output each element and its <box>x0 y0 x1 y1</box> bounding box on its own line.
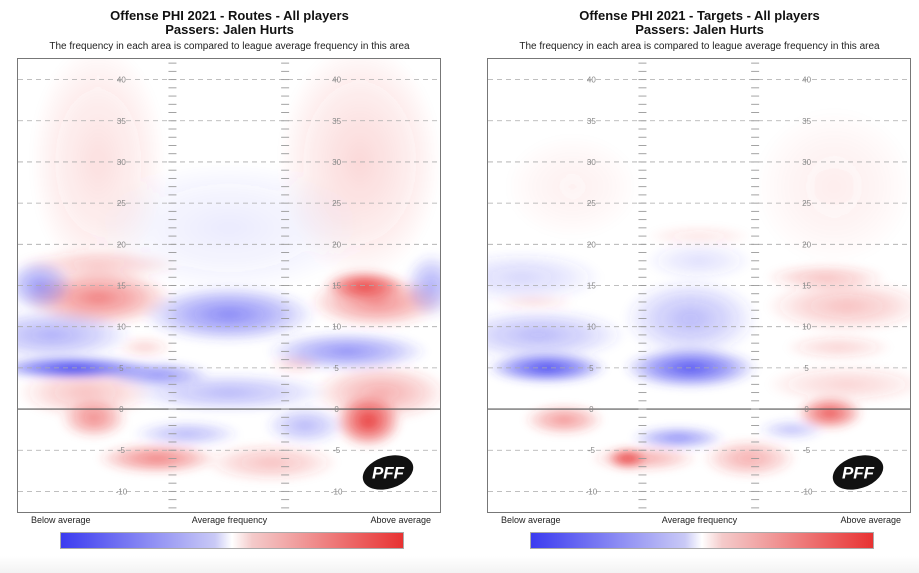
yard-label-right: 15 <box>802 282 811 291</box>
legend-below-label: Below average <box>31 515 91 525</box>
yard-label-left: -10 <box>586 487 598 496</box>
hotspot-below-average <box>488 250 603 304</box>
yard-label-right: 30 <box>802 158 811 167</box>
hotspot-below-average <box>264 405 346 446</box>
hotspot-below-average <box>127 372 331 413</box>
yard-label-left: 10 <box>587 323 596 332</box>
yard-label-left: 5 <box>589 364 594 373</box>
pff-logo: PFF <box>832 455 884 490</box>
yard-label-right: 10 <box>802 323 811 332</box>
heatmap-plot: 40 40 35 35 30 30 25 25 20 20 15 15 10 10 5 5 0 0 -5 -5 -10 -… <box>487 58 911 513</box>
yard-label-right: -10 <box>331 487 343 496</box>
yard-label-left: 40 <box>587 76 596 85</box>
yard-label-left: 20 <box>587 240 596 249</box>
targets-chart-panel: Offense PHI 2021 - Targets - All players… <box>470 0 919 573</box>
yard-label-left: 25 <box>587 199 596 208</box>
hotspot-below-average <box>623 278 759 358</box>
heatmap-field: 40 40 35 35 30 30 25 25 20 20 15 15 10 10 5 5 0 0 -5 -5 -10 -… <box>488 59 910 512</box>
yard-label-left: 20 <box>117 240 126 249</box>
yard-label-right: 5 <box>334 364 339 373</box>
legend-average-label: Average frequency <box>191 515 268 525</box>
yard-label-left: -5 <box>118 446 126 455</box>
hotspot-below-average <box>93 161 365 294</box>
hotspot-below-average <box>266 331 429 372</box>
hotspot-below-average <box>18 308 133 362</box>
yard-label-right: 35 <box>802 117 811 126</box>
yard-label-right: 10 <box>332 323 341 332</box>
yard-label-right: 0 <box>334 405 339 414</box>
hotspot-below-average <box>404 252 440 319</box>
hotspot-above-average <box>765 364 910 405</box>
yard-label-right: -5 <box>333 446 341 455</box>
legend-average-label: Average frequency <box>661 515 738 525</box>
yard-label-right: 25 <box>332 199 341 208</box>
hotspot-above-average <box>493 294 575 310</box>
chart-description: The frequency in each area is compared t… <box>519 41 880 52</box>
yard-label-right: 0 <box>804 405 809 414</box>
legend-above-label: Above average <box>370 515 431 525</box>
hotspot-above-average <box>117 336 172 358</box>
hotspot-above-average <box>753 107 910 266</box>
yard-label-left: 35 <box>117 117 126 126</box>
hotspot-below-average <box>141 285 317 344</box>
yard-label-right: 20 <box>802 240 811 249</box>
yard-label-right: -10 <box>801 487 813 496</box>
heatmap-plot: 40 40 35 35 30 30 25 25 20 20 15 15 10 10 5 5 0 0 -5 -5 -10 -… <box>17 58 441 513</box>
chart-title: Offense PHI 2021 - Routes - All players <box>110 8 349 23</box>
yard-label-left: -5 <box>588 446 596 455</box>
hotspot-below-average <box>644 241 754 281</box>
yard-label-left: 15 <box>117 282 126 291</box>
yard-label-right: 5 <box>804 364 809 373</box>
pff-logo-text: PFF <box>842 463 875 482</box>
hotspot-above-average <box>203 442 339 483</box>
hotspot-above-average <box>784 334 893 361</box>
yard-label-left: 0 <box>589 405 594 414</box>
page-footer-shade <box>0 556 919 573</box>
hotspot-above-average <box>644 225 754 247</box>
chart-passer-line: Passers: Jalen Hurts <box>165 22 294 37</box>
hotspot-above-average <box>313 363 440 422</box>
yard-label-right: 40 <box>802 76 811 85</box>
yard-label-left: -10 <box>116 487 128 496</box>
yard-label-left: 40 <box>117 76 126 85</box>
hotspot-below-average <box>132 420 241 447</box>
yard-label-left: 10 <box>117 323 126 332</box>
yard-label-left: 0 <box>119 405 124 414</box>
yard-label-left: 5 <box>119 364 124 373</box>
legend-above-label: Above average <box>840 515 901 525</box>
chart-passer-line: Passers: Jalen Hurts <box>635 22 764 37</box>
legend-below-label: Below average <box>501 515 561 525</box>
yard-label-right: 30 <box>332 158 341 167</box>
hotspot-below-average <box>630 426 726 450</box>
pff-logo-text: PFF <box>372 463 405 482</box>
yard-label-right: -5 <box>803 446 811 455</box>
pff-logo-shape <box>362 455 414 490</box>
yard-label-right: 40 <box>332 76 341 85</box>
hotspot-above-average <box>796 396 864 431</box>
yard-label-left: 35 <box>587 117 596 126</box>
hotspot-above-average <box>702 438 797 479</box>
color-scale-bar <box>530 532 874 549</box>
hotspot-below-average <box>488 308 627 362</box>
yard-label-right: 35 <box>332 117 341 126</box>
yard-label-left: 30 <box>117 158 126 167</box>
yard-label-right: 20 <box>332 240 341 249</box>
yard-label-right: 25 <box>802 199 811 208</box>
yard-label-left: 30 <box>587 158 596 167</box>
yard-label-left: 25 <box>117 199 126 208</box>
heatmap-field: 40 40 35 35 30 30 25 25 20 20 15 15 10 10 5 5 0 0 -5 -5 -10 -… <box>18 59 440 512</box>
yard-label-right: 15 <box>332 282 341 291</box>
chart-description: The frequency in each area is compared t… <box>49 41 410 52</box>
routes-chart-panel: Offense PHI 2021 - Routes - All players … <box>0 0 459 573</box>
hotspot-above-average <box>523 403 605 436</box>
chart-title: Offense PHI 2021 - Targets - All players <box>579 8 820 23</box>
hotspot-above-average <box>765 279 910 333</box>
yard-label-left: 15 <box>587 282 596 291</box>
pff-logo: PFF <box>362 455 414 490</box>
color-scale-bar <box>60 532 404 549</box>
hotspot-above-average <box>764 264 887 291</box>
hotspot-above-average <box>504 133 640 240</box>
pff-logo-shape <box>832 455 884 490</box>
